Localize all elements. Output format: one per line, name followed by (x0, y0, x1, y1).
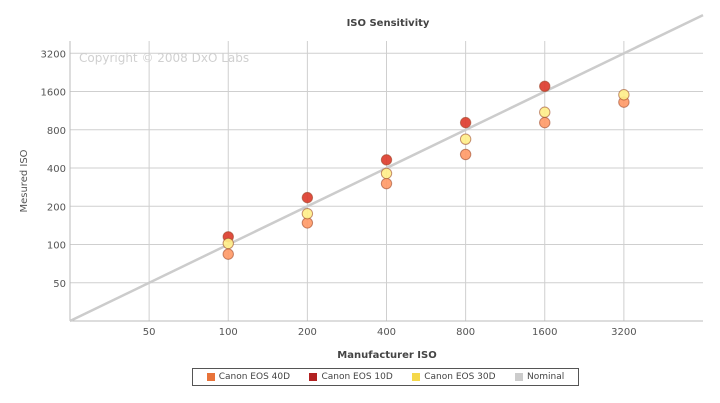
legend-label: Nominal (527, 372, 565, 382)
legend-swatch (412, 373, 421, 381)
x-tick-label: 50 (143, 327, 156, 338)
x-tick-labels: 50 100 200 400 800 1600 3200 (143, 327, 637, 338)
x-tick-label: 100 (219, 327, 238, 338)
point-canon-eos-10d (301, 191, 314, 204)
point-canon-eos-30d (301, 207, 314, 220)
point-canon-eos-40d (539, 116, 551, 129)
legend: Canon EOS 40D Canon EOS 10D Canon EOS 30D N… (192, 368, 579, 386)
point-canon-eos-40d (222, 248, 234, 260)
y-tick-label: 1600 (41, 88, 66, 99)
point-canon-eos-40d (380, 177, 393, 190)
y-axis-label: Mesured ISO (19, 149, 30, 212)
x-axis-label: Manufacturer ISO (337, 350, 436, 361)
y-tick-label: 100 (47, 241, 66, 252)
point-canon-eos-30d (459, 133, 472, 145)
point-canon-eos-10d (459, 116, 472, 129)
watermark: Copyright © 2008 DxO Labs (79, 51, 249, 65)
y-tick-label: 50 (53, 279, 66, 290)
legend-item-nominal[interactable]: Nominal (515, 372, 564, 382)
point-canon-eos-30d (380, 167, 393, 180)
x-tick-label: 1600 (532, 327, 557, 338)
y-tick-label: 3200 (41, 49, 66, 60)
y-tick-labels: 50 100 200 400 800 1600 3200 (41, 49, 66, 289)
x-tick-label: 200 (298, 327, 317, 338)
chart-title: ISO Sensitivity (347, 18, 430, 29)
legend-label: Canon EOS 10D (321, 372, 393, 382)
point-canon-eos-40d (459, 148, 472, 161)
point-canon-eos-30d (222, 237, 234, 250)
y-tick-label: 400 (47, 164, 66, 175)
data-points (222, 80, 630, 260)
legend-label: Canon EOS 30D (424, 372, 496, 382)
point-canon-eos-30d (618, 89, 630, 101)
point-canon-eos-10d (380, 154, 393, 166)
legend-swatch (206, 373, 215, 381)
legend-item-canon-eos-10d[interactable]: Canon EOS 10D (309, 372, 393, 382)
x-tick-label: 800 (456, 327, 475, 338)
legend-item-canon-eos-40d[interactable]: Canon EOS 40D (206, 372, 291, 382)
legend-swatch (515, 373, 524, 381)
x-tick-label: 400 (377, 327, 396, 338)
point-canon-eos-30d (539, 106, 551, 118)
legend-swatch (309, 373, 318, 381)
y-tick-label: 200 (47, 202, 66, 213)
y-tick-label: 800 (47, 126, 66, 137)
legend-label: Canon EOS 40D (218, 372, 291, 382)
point-canon-eos-10d (539, 80, 551, 92)
x-tick-label: 3200 (611, 327, 636, 338)
legend-item-canon-eos-30d[interactable]: Canon EOS 30D (412, 372, 496, 382)
